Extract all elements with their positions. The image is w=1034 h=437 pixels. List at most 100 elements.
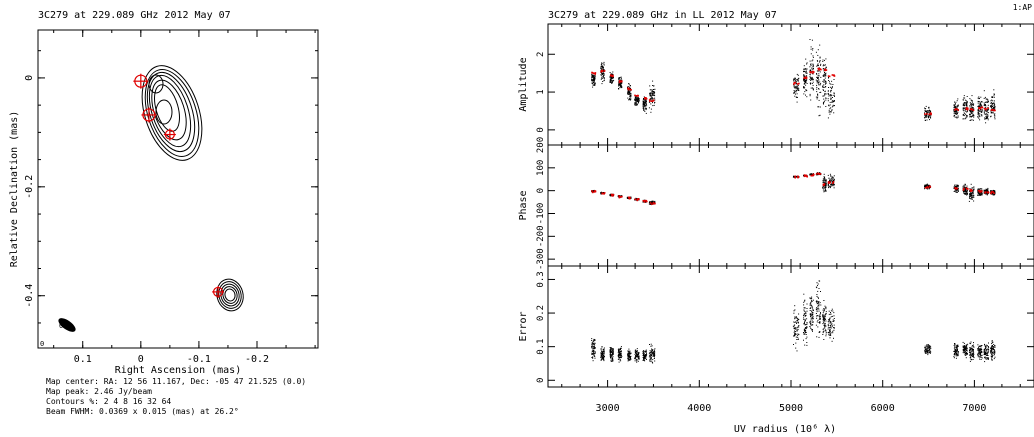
data-point	[645, 112, 647, 114]
data-point	[637, 358, 639, 360]
data-point	[644, 105, 646, 107]
model-point	[797, 83, 799, 85]
vis-ytick-label: 1	[536, 89, 546, 94]
data-point	[980, 103, 981, 105]
data-point	[637, 353, 639, 355]
data-point	[832, 330, 834, 332]
data-point-cluster	[809, 39, 815, 101]
data-point	[825, 184, 826, 186]
data-point	[924, 349, 926, 351]
data-point	[965, 345, 967, 347]
data-point	[953, 186, 955, 188]
data-point	[828, 322, 830, 324]
data-point	[610, 80, 612, 82]
data-point	[971, 346, 973, 348]
model-component-marker	[212, 285, 225, 298]
data-point	[964, 347, 966, 349]
data-point	[815, 300, 817, 302]
data-point	[818, 73, 820, 75]
data-point	[652, 80, 654, 82]
data-point	[979, 106, 981, 108]
data-point	[954, 107, 956, 109]
data-point	[612, 352, 614, 354]
data-point	[981, 349, 983, 350]
data-point	[955, 189, 957, 191]
data-point	[649, 360, 651, 362]
data-point	[928, 346, 930, 348]
data-point	[815, 79, 817, 81]
data-point	[987, 99, 989, 101]
data-point	[970, 193, 972, 195]
data-point	[651, 352, 653, 354]
data-point	[979, 119, 981, 121]
data-point	[593, 77, 595, 79]
data-point	[818, 82, 819, 84]
data-point	[612, 80, 614, 82]
data-point	[825, 189, 827, 191]
data-point	[645, 355, 647, 357]
data-point	[650, 354, 652, 356]
data-point	[628, 352, 630, 354]
data-point	[824, 64, 826, 66]
data-point	[820, 291, 821, 292]
data-point	[818, 297, 819, 299]
data-point	[806, 303, 808, 305]
data-point	[979, 110, 981, 112]
data-point-cluster	[962, 95, 969, 120]
data-point	[812, 84, 814, 86]
data-point	[816, 282, 818, 284]
data-point	[829, 180, 831, 182]
data-point	[636, 103, 638, 105]
data-point	[816, 307, 818, 309]
data-point	[981, 115, 983, 117]
model-point	[990, 192, 992, 195]
data-point	[971, 196, 972, 198]
data-point	[953, 109, 955, 111]
model-point	[621, 80, 623, 82]
model-point	[812, 72, 814, 74]
data-point	[804, 321, 805, 323]
data-point	[827, 184, 829, 186]
data-point	[793, 86, 795, 88]
model-point	[645, 199, 647, 202]
data-point	[803, 332, 804, 333]
data-point	[824, 64, 826, 66]
data-point	[994, 106, 996, 108]
data-point	[929, 350, 931, 352]
data-point	[924, 352, 926, 354]
data-point	[820, 76, 822, 78]
data-point	[816, 315, 818, 317]
data-point	[818, 67, 820, 69]
data-point	[594, 357, 596, 359]
data-point	[823, 324, 825, 326]
data-point	[816, 80, 818, 82]
model-point	[967, 107, 969, 110]
data-point	[973, 188, 975, 190]
data-point	[811, 310, 813, 312]
data-point	[635, 355, 637, 357]
data-point	[965, 184, 966, 186]
data-point	[831, 87, 833, 89]
data-point	[593, 74, 595, 76]
data-point	[815, 96, 817, 98]
data-point	[983, 113, 985, 115]
data-point	[601, 352, 603, 354]
data-point	[980, 354, 982, 356]
model-point	[618, 81, 621, 84]
model-point	[591, 190, 593, 192]
data-point	[627, 352, 629, 354]
data-point	[638, 102, 639, 104]
model-point	[643, 201, 646, 203]
vis-ytick-label: -200	[536, 225, 546, 247]
data-point	[980, 194, 982, 196]
data-point-cluster	[591, 338, 596, 362]
data-point	[602, 357, 604, 358]
data-point	[638, 100, 640, 102]
data-point	[822, 189, 824, 191]
data-point	[796, 93, 798, 95]
data-point	[962, 109, 964, 111]
data-point	[628, 356, 630, 357]
data-point	[644, 104, 646, 106]
data-point	[970, 112, 972, 114]
data-point	[811, 320, 813, 322]
